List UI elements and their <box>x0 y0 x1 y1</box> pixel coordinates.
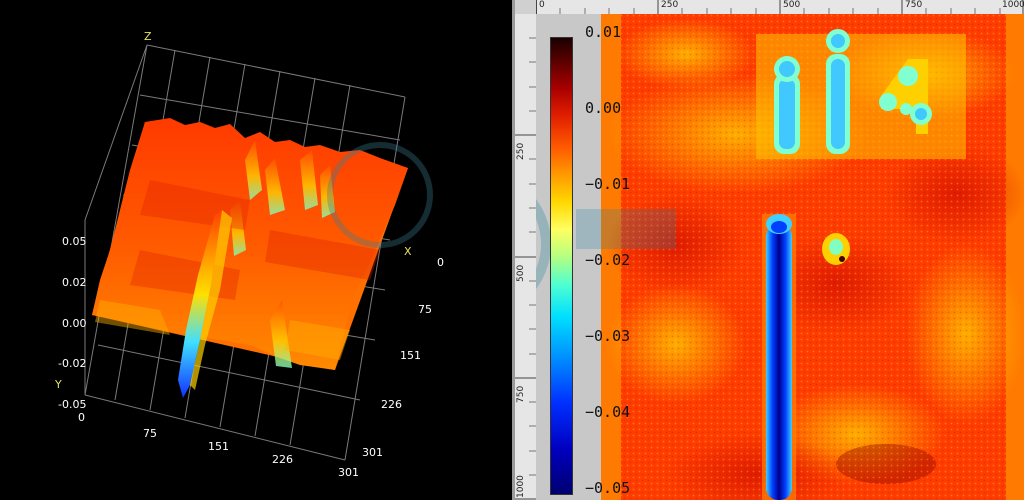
surface-highlights <box>95 300 350 360</box>
panel-divider[interactable] <box>512 0 515 500</box>
x-tick-label: 0 <box>78 411 85 424</box>
deep-channel <box>762 214 796 500</box>
engraved-digit-one-second <box>826 29 850 154</box>
y-axis-label: Y <box>55 378 62 391</box>
colorbar <box>550 37 573 495</box>
surface-plot-panel[interactable]: Z X Y 0.05 0.02 0.00 -0.02 -0.05 0 75 15… <box>0 0 515 500</box>
y-tick-label: 75 <box>418 303 432 316</box>
top-ruler-label: 0 <box>539 0 545 10</box>
surface-spike <box>178 210 222 398</box>
z-tick-label: 0.05 <box>62 235 87 248</box>
z-tick-label: -0.05 <box>58 398 87 411</box>
x-tick-label: 75 <box>143 427 157 440</box>
side-ruler-ticks <box>515 37 536 500</box>
engraved-digit-one-first <box>774 56 800 154</box>
z-tick-label: 0.02 <box>62 276 87 289</box>
ruler-corner <box>515 0 536 14</box>
y-tick-label: 0 <box>437 256 444 269</box>
colorbar-label: 0.01 <box>585 23 622 41</box>
colorbar-label: −0.02 <box>585 251 631 269</box>
top-ruler-ticks <box>536 0 1024 14</box>
top-ruler-label: 1000 <box>1002 0 1024 10</box>
surface-ridges <box>230 140 335 368</box>
watermark-logo <box>536 199 676 289</box>
side-ruler-label: 750 <box>516 385 526 403</box>
surface-plot-canvas[interactable] <box>0 0 515 500</box>
colorbar-label: −0.01 <box>585 175 631 193</box>
top-ruler-label: 750 <box>905 0 923 10</box>
colorbar-label: 0.00 <box>585 99 622 117</box>
watermark-circle <box>327 142 433 248</box>
top-ruler-label: 250 <box>661 0 679 10</box>
side-ruler[interactable]: 250 500 750 1000 <box>515 14 537 500</box>
z-tick-label: 0.00 <box>62 317 87 330</box>
side-ruler-label: 1000 <box>516 475 526 498</box>
colorbar-label: −0.04 <box>585 403 631 421</box>
y-tick-label: 301 <box>362 446 383 459</box>
z-axis-label: Z <box>144 30 152 43</box>
side-ruler-label: 250 <box>516 142 526 160</box>
x-tick-label: 151 <box>208 440 229 453</box>
colorbar-label: −0.03 <box>585 327 631 345</box>
colorbar-label: −0.05 <box>585 479 631 497</box>
heatmap-panel[interactable]: 0 250 500 750 1000 250 500 750 1000 <box>515 0 1024 500</box>
side-ruler-label: 500 <box>516 264 526 282</box>
top-ruler-label: 500 <box>783 0 801 10</box>
z-tick-label: -0.02 <box>58 357 87 370</box>
top-ruler[interactable]: 0 250 500 750 1000 <box>536 0 1024 15</box>
x-tick-label: 226 <box>272 453 293 466</box>
surface-spike-shadow <box>190 210 232 390</box>
engraved-digit-four <box>879 59 932 134</box>
x-axis-label: X <box>404 245 412 258</box>
heatmap-image[interactable] <box>536 14 1024 500</box>
surface-defect <box>822 233 850 265</box>
y-tick-label: 151 <box>400 349 421 362</box>
heatmap-canvas[interactable] <box>536 14 1024 500</box>
x-tick-label: 301 <box>338 466 359 479</box>
y-tick-label: 226 <box>381 398 402 411</box>
